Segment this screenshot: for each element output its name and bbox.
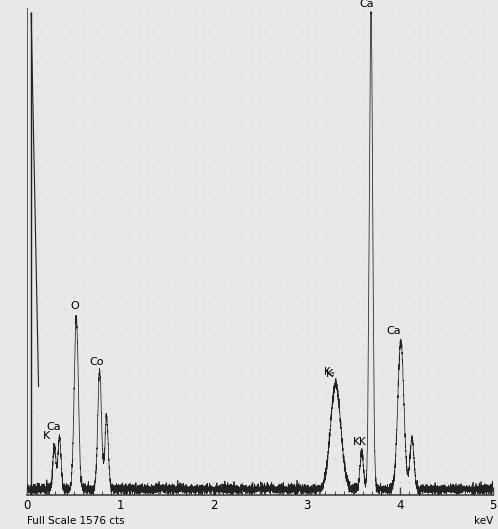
Text: K$_\alpha$: K$_\alpha$ (323, 366, 336, 379)
Text: Ca: Ca (386, 326, 401, 336)
Text: keV: keV (474, 516, 493, 526)
Text: O: O (70, 302, 79, 312)
Text: Ca: Ca (359, 0, 374, 9)
Text: Co: Co (90, 357, 104, 367)
Text: K: K (43, 431, 51, 441)
Text: Ca: Ca (46, 422, 61, 432)
Text: Full Scale 1576 cts: Full Scale 1576 cts (27, 516, 125, 526)
Text: K: K (359, 437, 366, 448)
Text: K: K (353, 437, 360, 448)
Text: K: K (326, 369, 333, 379)
